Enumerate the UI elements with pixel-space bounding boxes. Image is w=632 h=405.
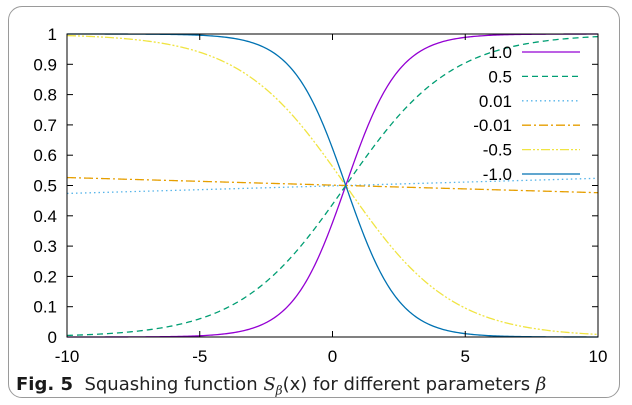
legend-label: 0.01: [479, 92, 512, 111]
figure-label: Fig. 5: [16, 374, 73, 395]
series-line-3: [66, 177, 599, 195]
y-tick-label: 0.9: [33, 55, 57, 74]
caption-arg: (x): [282, 374, 308, 395]
legend-label: 0.5: [488, 67, 512, 86]
y-tick-label: 0: [48, 328, 57, 347]
y-tick-label: 0.5: [33, 177, 57, 196]
x-tick-label: 10: [589, 347, 608, 366]
y-tick-label: 0.4: [33, 207, 57, 226]
legend-label: 1.0: [488, 43, 512, 62]
series-line-5: [66, 34, 599, 336]
tick-marks: [66, 33, 599, 338]
x-tick-label: 0: [328, 347, 337, 366]
figure-caption: Fig. 5 Squashing function Sβ(x) for diff…: [16, 374, 616, 398]
caption-sub: β: [275, 383, 283, 398]
x-tick-label: -5: [192, 347, 207, 366]
y-tick-label: 0.6: [33, 146, 57, 165]
y-tick-label: 0.8: [33, 86, 57, 105]
x-tick-label: -10: [55, 347, 80, 366]
legend: 1.0 0.5 0.01 -0.01 -0.5 -1.0: [473, 43, 580, 184]
legend-label: -1.0: [483, 165, 512, 184]
legend-label: -0.5: [483, 141, 512, 160]
caption-func: S: [263, 374, 276, 395]
curves-layer: [66, 33, 599, 338]
tick-labels: 0 0.1 0.2 0.3 0.4 0.5 0.6 0.7 0.8 0.9 1 -10 -5 0 5 10: [33, 25, 607, 366]
figure-frame: [8, 6, 620, 398]
legend-label: -0.01: [473, 116, 512, 135]
y-tick-label: 0.1: [33, 298, 57, 317]
y-tick-label: 1: [48, 25, 57, 44]
caption-param: β: [535, 374, 547, 395]
y-tick-label: 0.3: [33, 237, 57, 256]
caption-text-post: for different parameters: [307, 374, 536, 395]
series-line-4: [66, 176, 599, 194]
y-tick-label: 0.2: [33, 267, 57, 286]
series-line-2: [66, 35, 599, 337]
caption-text-pre: Squashing function: [84, 374, 264, 395]
x-tick-label: 5: [461, 347, 470, 366]
y-tick-label: 0.7: [33, 116, 57, 135]
